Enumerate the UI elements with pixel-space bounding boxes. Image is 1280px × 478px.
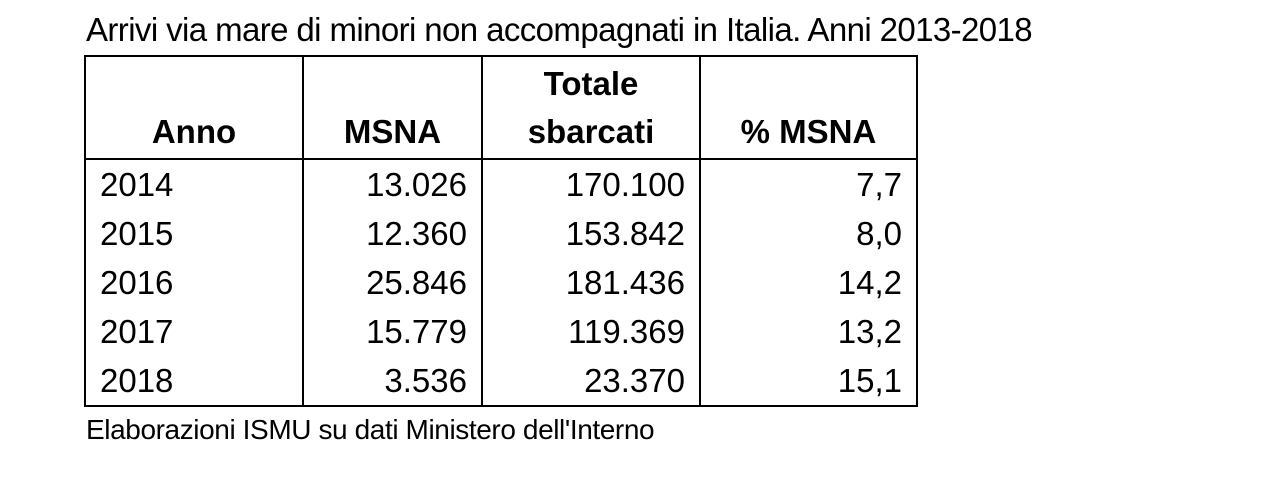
column-header-line: Anno bbox=[151, 113, 237, 150]
table-row: 2015 12.360 153.842 8,0 bbox=[84, 209, 918, 258]
cell-msna: 15.779 bbox=[302, 307, 483, 356]
column-header-msna: MSNA bbox=[302, 55, 483, 160]
cell-anno: 2018 bbox=[84, 356, 304, 407]
column-header-totale-sbarcati: Totale sbarcati bbox=[481, 55, 701, 160]
column-header-pct-msna: % MSNA bbox=[699, 55, 918, 160]
table-row: 2016 25.846 181.436 14,2 bbox=[84, 258, 918, 307]
data-table: Anno MSNA Totale sbarcati % MSNA 2014 13… bbox=[84, 55, 918, 407]
cell-anno: 2014 bbox=[84, 159, 304, 209]
column-header-line: MSNA bbox=[343, 113, 442, 150]
table-row: 2017 15.779 119.369 13,2 bbox=[84, 307, 918, 356]
cell-msna: 12.360 bbox=[302, 209, 483, 258]
cell-pct-msna: 7,7 bbox=[699, 159, 918, 209]
table-title: Arrivi via mare di minori non accompagna… bbox=[86, 11, 1033, 48]
column-header-line: sbarcati bbox=[527, 113, 655, 150]
cell-pct-msna: 14,2 bbox=[699, 258, 918, 307]
cell-pct-msna: 15,1 bbox=[699, 356, 918, 407]
cell-pct-msna: 8,0 bbox=[699, 209, 918, 258]
cell-totale-sbarcati: 170.100 bbox=[481, 159, 701, 209]
table-header: Anno MSNA Totale sbarcati % MSNA bbox=[84, 55, 918, 160]
cell-msna: 13.026 bbox=[302, 159, 483, 209]
cell-totale-sbarcati: 181.436 bbox=[481, 258, 701, 307]
table-row: 2014 13.026 170.100 7,7 bbox=[84, 159, 918, 209]
cell-totale-sbarcati: 153.842 bbox=[481, 209, 701, 258]
cell-msna: 25.846 bbox=[302, 258, 483, 307]
cell-totale-sbarcati: 119.369 bbox=[481, 307, 701, 356]
cell-anno: 2016 bbox=[84, 258, 304, 307]
cell-msna: 3.536 bbox=[302, 356, 483, 407]
header-row: Anno MSNA Totale sbarcati % MSNA bbox=[84, 55, 918, 160]
column-header-line: % MSNA bbox=[740, 113, 877, 150]
cell-anno: 2015 bbox=[84, 209, 304, 258]
cell-pct-msna: 13,2 bbox=[699, 307, 918, 356]
column-header-anno: Anno bbox=[84, 55, 304, 160]
cell-totale-sbarcati: 23.370 bbox=[481, 356, 701, 407]
table-body: 2014 13.026 170.100 7,7 2015 12.360 153.… bbox=[84, 159, 918, 407]
table-row: 2018 3.536 23.370 15,1 bbox=[84, 356, 918, 407]
source-note: Elaborazioni ISMU su dati Ministero dell… bbox=[86, 414, 655, 445]
column-header-line: Totale bbox=[543, 65, 639, 102]
cell-anno: 2017 bbox=[84, 307, 304, 356]
